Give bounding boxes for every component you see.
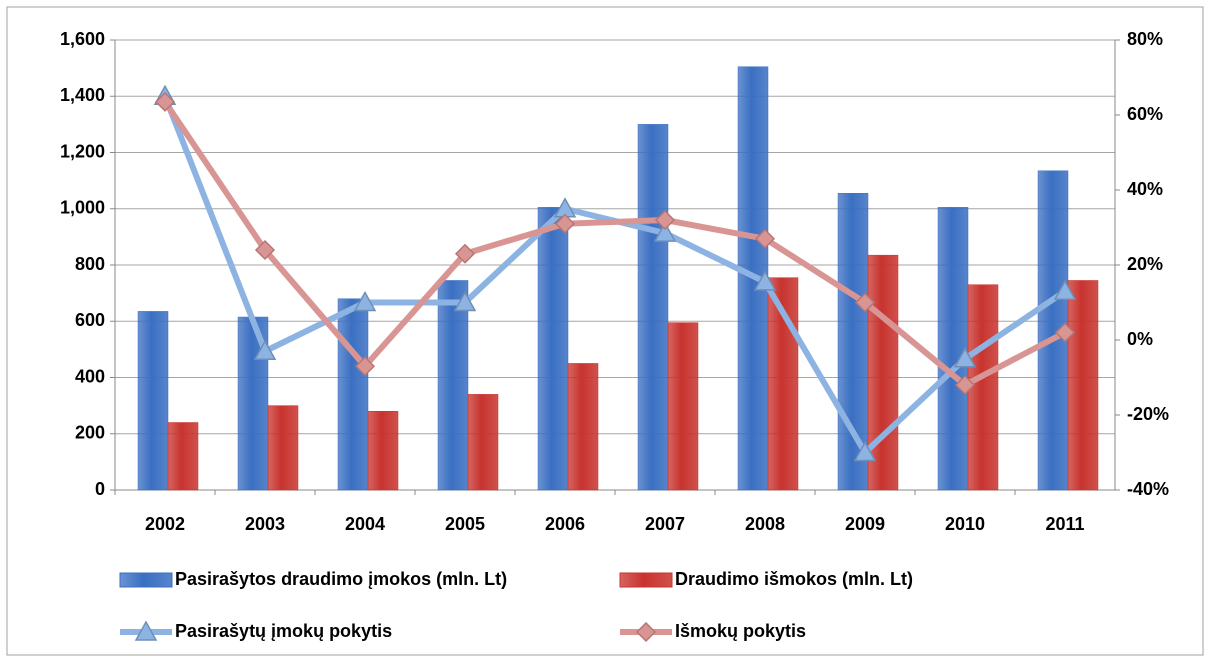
x-tick-label: 2007 [645,514,685,534]
line [162,100,1067,388]
bar [867,254,899,491]
y2-tick-label: 0% [1127,329,1153,349]
marker-diamond [454,243,476,264]
marker-triangle [953,347,977,368]
marker-triangle [253,339,277,360]
marker-diamond [854,292,876,313]
marker-triangle [134,620,158,641]
marker-diamond [754,228,776,249]
y2-tick-label: 40% [1127,179,1163,199]
y2-tick-label: 80% [1127,29,1163,49]
y-tick-label: 800 [75,254,105,274]
legend-label: Pasirašytų įmokų pokytis [175,621,392,641]
marker-triangle [453,290,477,312]
bar [337,298,369,491]
marker-triangle [1053,279,1077,300]
x-tick-label: 2003 [245,514,285,534]
y2-tick-label: 20% [1127,254,1163,274]
legend-label: Išmokų pokytis [675,621,806,641]
bar [467,394,499,491]
marker-diamond [1054,322,1076,343]
bar [137,311,169,491]
marker-triangle [353,290,377,312]
y-tick-label: 1,400 [60,85,105,105]
x-tick-label: 2009 [845,514,885,534]
legend-label: Draudimo išmokos (mln. Lt) [675,569,913,589]
marker-diamond [954,374,976,396]
y2-tick-label: -20% [1127,404,1169,424]
bar [437,280,469,491]
y2-tick-label: 60% [1127,104,1163,124]
bar [967,284,999,491]
x-tick-label: 2010 [945,514,985,534]
x-tick-label: 2002 [145,514,185,534]
chart-frame [6,6,1204,656]
y-tick-label: 200 [75,423,105,443]
y-tick-label: 600 [75,310,105,330]
marker-diamond [654,209,676,231]
legend-swatch [619,572,673,588]
x-tick-label: 2008 [745,514,785,534]
marker-diamond [635,621,657,643]
x-tick-label: 2005 [445,514,485,534]
marker-diamond [354,356,376,377]
bar [167,422,199,491]
bar [567,363,599,491]
marker-diamond [554,213,576,234]
x-tick-label: 2006 [545,514,585,534]
bar [367,411,399,491]
legend-label: Pasirašytos draudimo įmokos (mln. Lt) [175,569,507,589]
marker-triangle [653,221,677,242]
bar [1067,280,1099,491]
legend-swatch [119,572,173,588]
y-tick-label: 0 [95,479,105,499]
y-tick-label: 400 [75,366,105,386]
marker-triangle [753,270,777,291]
y-tick-label: 1,600 [60,29,105,49]
bar [667,322,699,491]
x-tick-label: 2011 [1045,514,1084,534]
y-tick-label: 1,200 [60,141,105,161]
bar [537,207,569,491]
y2-tick-label: -40% [1127,479,1169,499]
bar [637,124,669,491]
bar [937,207,969,491]
y-tick-label: 1,000 [60,198,105,218]
marker-diamond [154,91,176,112]
marker-diamond [254,239,276,261]
bar [837,193,869,491]
bar [267,405,299,491]
x-tick-label: 2004 [345,514,385,534]
marker-triangle [853,440,877,462]
